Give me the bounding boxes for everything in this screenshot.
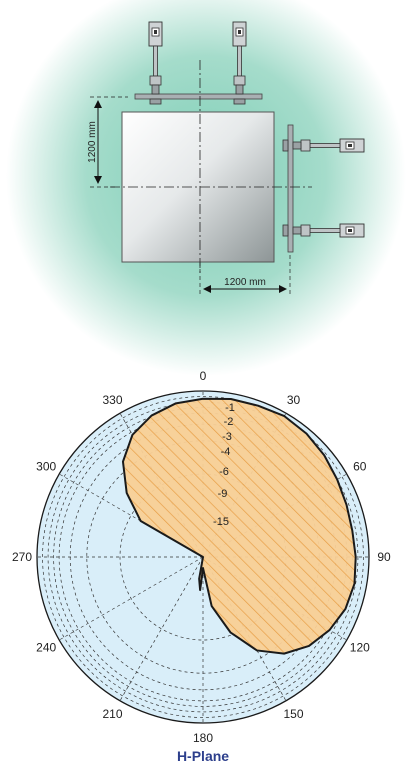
right-bracket-top xyxy=(282,138,365,153)
angle-label: 60 xyxy=(353,460,367,474)
spoke xyxy=(202,556,287,701)
angle-label: 90 xyxy=(377,550,391,564)
polar-title: H-Plane xyxy=(177,748,229,764)
angle-label: 270 xyxy=(12,550,32,564)
angle-label: 240 xyxy=(36,641,56,655)
ring-label: -6 xyxy=(219,466,229,478)
right-bracket-bottom xyxy=(282,223,365,238)
ring-label: -15 xyxy=(213,516,229,528)
ring-label: -3 xyxy=(222,431,232,443)
angle-label: 120 xyxy=(350,641,370,655)
angle-label: 0 xyxy=(200,369,207,383)
angle-label: 180 xyxy=(193,731,213,745)
angle-label: 30 xyxy=(287,393,301,407)
ring-label: -2 xyxy=(224,416,234,428)
ring-label: -1 xyxy=(225,402,235,414)
width-dimension: 1200 mm xyxy=(199,255,291,296)
pattern-area xyxy=(121,397,357,655)
spoke xyxy=(119,556,204,701)
width-dimension-label: 1200 mm xyxy=(224,277,266,288)
ring-label: -4 xyxy=(221,446,231,458)
ring xyxy=(42,396,364,718)
top-rail xyxy=(134,93,263,100)
angle-label: 210 xyxy=(102,707,122,721)
right-rail xyxy=(287,124,294,253)
spoke xyxy=(59,473,204,558)
ring xyxy=(47,401,359,713)
polar-plot: -1 -2 -3 -4 -6 -9 -15 0 30 60 90 120 150 180 210 240 27… xyxy=(12,369,391,764)
ring-labels: -1 -2 -3 -4 -6 -9 -15 xyxy=(213,402,235,528)
angle-labels: 0 30 60 90 120 150 180 210 240 270 300 330 xyxy=(12,369,391,745)
angle-label: 150 xyxy=(283,707,303,721)
ring-label: -9 xyxy=(218,488,228,500)
height-dimension-label: 1200 mm xyxy=(87,121,98,163)
height-dimension: 1200 mm xyxy=(87,96,128,188)
angle-label: 330 xyxy=(102,393,122,407)
mounting-diagram: 1200 mm 1200 mm xyxy=(6,0,406,376)
top-bracket-right xyxy=(232,21,247,105)
top-bracket-left xyxy=(148,21,163,105)
panel xyxy=(121,111,275,263)
angle-label: 300 xyxy=(36,460,56,474)
radiation-pattern xyxy=(121,397,357,655)
spoke xyxy=(59,556,204,641)
